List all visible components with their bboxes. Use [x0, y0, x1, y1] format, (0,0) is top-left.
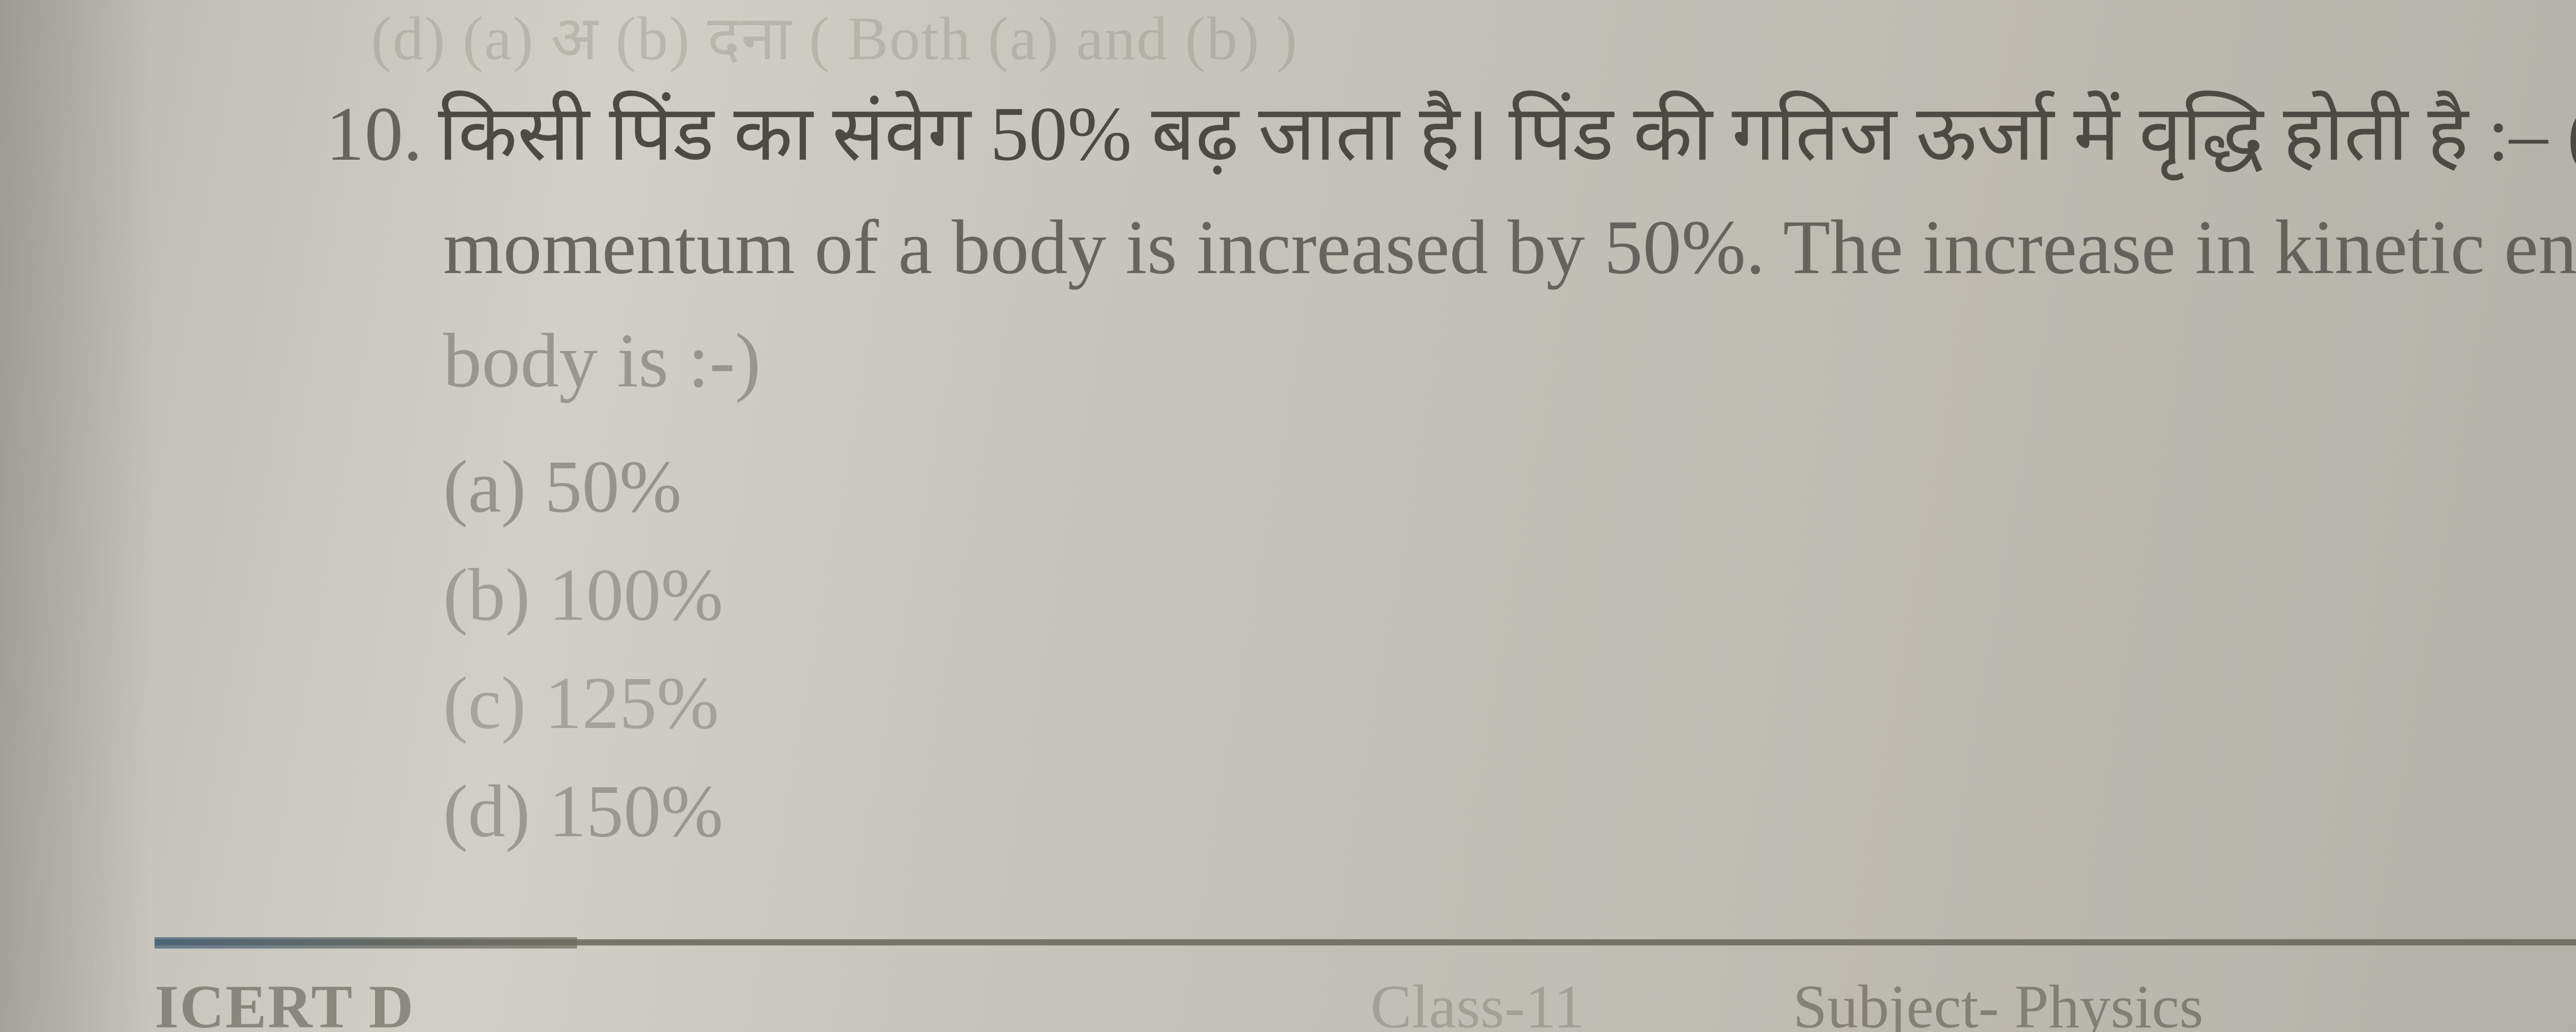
options-list: (a) 50% (b) 100% (c) 125% (d) 150% — [289, 433, 2576, 866]
question-10: 10.किसी पिंड का संवेग 50% बढ़ जाता है। प… — [289, 77, 2576, 866]
question-line-2: momentum of a body is increased by 50%. … — [289, 191, 2576, 304]
previous-question-cutoff: (d) (a) अ (b) दना ( Both (a) and (b) ) — [0, 0, 2576, 77]
question-line-1: 10.किसी पिंड का संवेग 50% बढ़ जाता है। प… — [289, 77, 2576, 191]
option-c: (c) 125% — [443, 649, 2576, 757]
question-text-line1: किसी पिंड का संवेग 50% बढ़ जाता है। पिंड… — [438, 91, 2576, 177]
page-footer: ICERT D Class-11 Subject- Physics Page 2 — [0, 939, 2576, 1032]
option-b: (b) 100% — [443, 541, 2576, 649]
footer-rule-accent-left — [155, 937, 577, 949]
question-number: 10. — [289, 77, 422, 191]
footer-subject: Subject- Physics — [1793, 971, 2204, 1032]
footer-left: ICERT D — [155, 971, 414, 1032]
question-line-3: body is :-) — [289, 304, 2576, 417]
footer-rule — [155, 939, 2576, 950]
option-d: (d) 150% — [443, 757, 2576, 866]
exam-page: (d) (a) अ (b) दना ( Both (a) and (b) ) 1… — [0, 0, 2576, 1032]
option-a: (a) 50% — [443, 433, 2576, 541]
left-shadow — [0, 0, 155, 1032]
footer-class: Class-11 — [1370, 971, 1585, 1032]
footer-text-row: ICERT D Class-11 Subject- Physics Page 2 — [0, 955, 2576, 1032]
